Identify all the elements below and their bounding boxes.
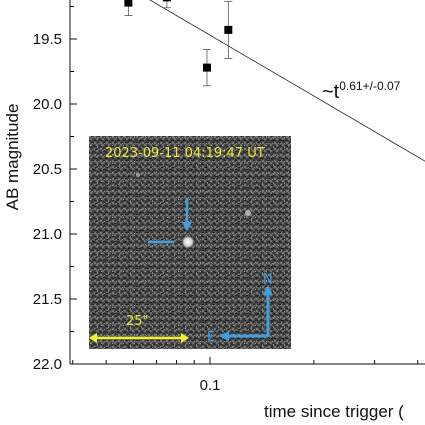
scale-bar-label: 25" (126, 314, 149, 329)
pointer-arrowhead-down (182, 222, 192, 231)
y-ticks: 19.5 20.0 20.5 21.0 21.5 22.0 (33, 6, 77, 373)
scale-bar-left-head (89, 333, 97, 343)
fit-line (149, 0, 425, 162)
data-point (224, 25, 233, 34)
field-star (245, 210, 251, 216)
data-point (124, 0, 133, 7)
y-tick-label: 21.5 (33, 291, 62, 308)
data-point (202, 63, 211, 72)
fit-label-base: ~t (322, 81, 340, 103)
data-point (162, 0, 171, 2)
x-ticks: 0.1 (72, 357, 419, 394)
inset-timestamp: 2023-09-11 04:19:47 UT (105, 146, 265, 161)
inset-image: 2023-09-11 04:19:47 UT N E 25" (89, 136, 291, 349)
x-axis-title: time since trigger ( (264, 402, 404, 421)
y-axis-title: AB magnitude (3, 104, 22, 211)
compass-north-arrowhead (263, 285, 273, 295)
y-tick-label: 21.0 (33, 226, 62, 243)
scale-bar-right-head (181, 333, 189, 343)
y-tick-label: 19.5 (33, 31, 62, 48)
y-tick-label: 20.5 (33, 161, 62, 178)
field-star (136, 173, 140, 177)
compass-east-arrowhead (219, 331, 229, 341)
x-tick-label: 0.1 (200, 377, 221, 394)
compass-east-label: E (207, 330, 215, 345)
y-tick-label: 22.0 (33, 356, 62, 373)
data-points (124, 0, 233, 87)
transient-source (181, 235, 195, 249)
fit-label: ~t0.61+/-0.07 (322, 79, 401, 103)
fit-label-exponent: 0.61+/-0.07 (339, 79, 400, 93)
y-tick-label: 20.0 (33, 96, 62, 113)
compass-north-label: N (263, 272, 273, 287)
